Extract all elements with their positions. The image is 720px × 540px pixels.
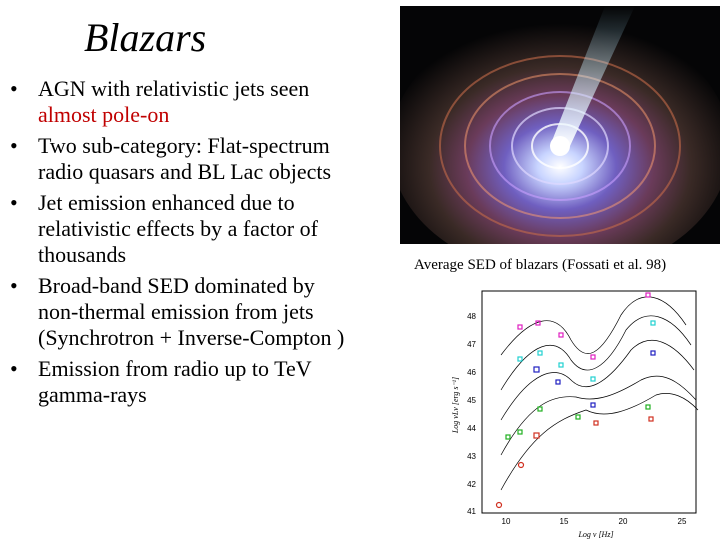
bullet-item: • Emission from radio up to TeV gamma-ra…	[10, 356, 350, 408]
y-tick-label: 43	[467, 452, 476, 461]
x-axis-label: Log ν [Hz]	[577, 530, 613, 539]
slide-title: Blazars	[84, 15, 207, 60]
sed-series-magenta	[517, 292, 651, 360]
sed-series-green	[505, 404, 651, 440]
sed-caption: Average SED of blazars (Fossati et al. 9…	[414, 257, 667, 273]
bullet-text: AGN with relativistic jets seen	[38, 76, 310, 101]
bullet-item: • Two sub-category: Flat-spectrum radio …	[10, 133, 350, 185]
bullet-item: • Jet emission enhanced due to relativis…	[10, 190, 350, 268]
sed-series-blue	[533, 350, 656, 408]
bullet-icon: •	[10, 76, 18, 101]
bullet-item: • Broad-band SED dominated by non-therma…	[10, 273, 350, 351]
y-tick-label: 46	[467, 368, 476, 377]
bullet-text: Emission from radio up to TeV gamma-rays	[38, 356, 312, 407]
bullet-list: • AGN with relativistic jets seen almost…	[10, 76, 350, 413]
x-tick-label: 10	[502, 517, 511, 526]
y-tick-label: 41	[467, 507, 476, 516]
bullet-text: Broad-band SED dominated by non-thermal …	[38, 273, 345, 350]
y-tick-label: 47	[467, 340, 476, 349]
y-tick-label: 45	[467, 396, 476, 405]
bullet-text: Two sub-category: Flat-spectrum radio qu…	[38, 133, 332, 184]
plot-frame	[481, 290, 697, 514]
sed-plot-image: 41 42 43 44 45 46 47 48 10 15 20 25 Log …	[446, 285, 706, 540]
bullet-icon: •	[10, 356, 18, 381]
bullet-icon: •	[10, 273, 18, 298]
x-tick-label: 15	[560, 517, 569, 526]
bullet-icon: •	[10, 190, 18, 215]
y-axis-label: Log νLν [erg s⁻¹]	[451, 377, 460, 434]
x-tick-label: 25	[678, 517, 687, 526]
bullet-highlight: almost pole-on	[38, 102, 170, 127]
sed-series-red	[495, 416, 654, 509]
y-tick-label: 48	[467, 312, 476, 321]
sed-series-cyan	[517, 320, 656, 382]
blazar-artwork-image	[400, 6, 720, 244]
bullet-item: • AGN with relativistic jets seen almost…	[10, 76, 350, 128]
bullet-text: Jet emission enhanced due to relativisti…	[38, 190, 318, 267]
y-tick-label: 44	[467, 424, 476, 433]
bullet-icon: •	[10, 133, 18, 158]
x-tick-label: 20	[619, 517, 628, 526]
y-tick-label: 42	[467, 480, 476, 489]
